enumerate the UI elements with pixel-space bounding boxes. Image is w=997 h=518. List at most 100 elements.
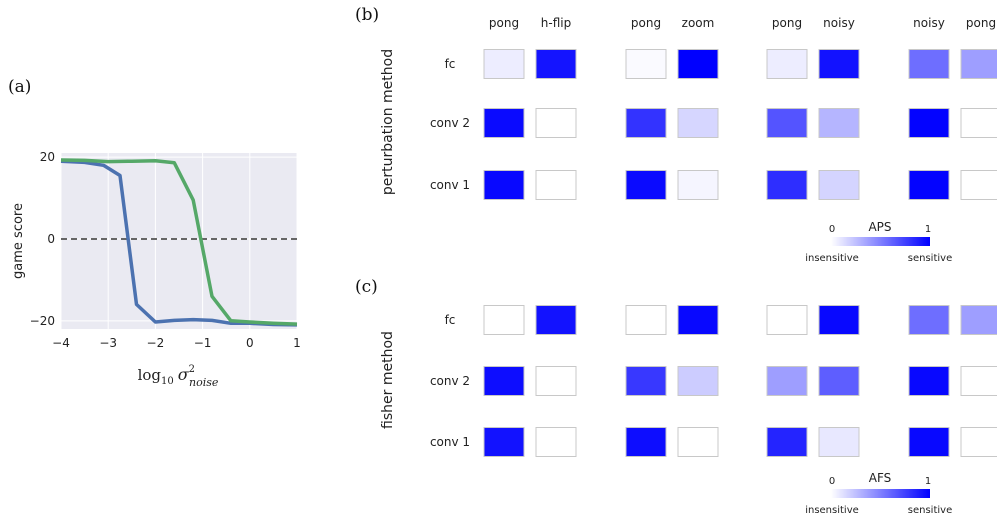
column-label: pong xyxy=(966,16,996,30)
panel-label-b: (b) xyxy=(355,5,379,25)
row-labels: fc conv 2 conv 1 xyxy=(430,313,470,449)
colorbar-min-label: 0 xyxy=(829,476,835,487)
row-label: conv 2 xyxy=(430,116,470,130)
colorbar-sensitive-caption: sensitive xyxy=(908,505,952,516)
colorbar-gradient xyxy=(831,489,930,498)
x-tick-label: −3 xyxy=(99,336,117,350)
row-label: fc xyxy=(445,57,456,71)
heatmap-cell xyxy=(908,108,950,138)
heatmap-cell xyxy=(535,305,577,335)
heatmap-cell xyxy=(483,49,525,79)
heatmap-cell xyxy=(483,427,525,457)
heatmap-cell xyxy=(960,366,997,396)
heatmap-cell xyxy=(677,108,719,138)
row-labels: fc conv 2 conv 1 xyxy=(430,57,470,192)
heatmap-cell xyxy=(625,427,667,457)
x-axis-title: log10 σ2 noise xyxy=(138,364,219,389)
x-tick-label: 0 xyxy=(246,336,254,350)
row-label: fc xyxy=(445,313,456,327)
series-line-2 xyxy=(60,158,298,326)
heatmap-cell xyxy=(818,170,860,200)
colorbar-min-label: 0 xyxy=(829,224,835,235)
heatmap-cell xyxy=(908,427,950,457)
series-lines xyxy=(60,158,298,327)
y-tick-labels: 20 0 −20 xyxy=(30,150,55,328)
heatmap-cell xyxy=(766,170,808,200)
x-tick-label: −1 xyxy=(194,336,212,350)
heatmap-cell xyxy=(483,305,525,335)
line-chart-panel: (a) −4 −3 −2 −1 0 1 200−20 game score log10 σ 2… xyxy=(8,77,301,389)
colorbar-max-label: 1 xyxy=(925,224,931,235)
heatmap-cell xyxy=(960,49,997,79)
heatmap-cell xyxy=(483,170,525,200)
heatmap-cell xyxy=(677,170,719,200)
colorbar-title: AFS xyxy=(869,471,892,485)
plot-area xyxy=(61,153,297,329)
heatmap-cell xyxy=(908,170,950,200)
x-axis-title-log: log xyxy=(138,366,162,384)
heatmap-cell xyxy=(818,49,860,79)
colorbar-insensitive-caption: insensitive xyxy=(805,253,859,264)
heatmap-cell xyxy=(677,49,719,79)
column-label: noisy xyxy=(913,16,945,30)
y-tick-label: −20 xyxy=(30,314,55,328)
aps-colorbar: 0 APS 1 insensitive sensitive xyxy=(805,220,952,264)
heatmap-cell xyxy=(625,170,667,200)
heatmap-cell xyxy=(483,108,525,138)
heatmap-cell xyxy=(908,305,950,335)
x-tick-label: −2 xyxy=(147,336,165,350)
x-axis-title-subscript: noise xyxy=(189,376,219,389)
x-tick-label: −4 xyxy=(52,336,70,350)
heatmap-cell xyxy=(677,305,719,335)
column-label: pong xyxy=(631,16,661,30)
heatmap-cell xyxy=(625,366,667,396)
heatmap-cell xyxy=(535,427,577,457)
y-axis-title: game score xyxy=(11,203,26,279)
perturbation-heatmap-panel: (b) perturbation method pong h-flip pong zo… xyxy=(355,5,997,264)
row-label: conv 2 xyxy=(430,374,470,388)
heatmap-cells xyxy=(483,49,997,200)
heatmap-cell xyxy=(535,108,577,138)
row-label: conv 1 xyxy=(430,178,470,192)
heatmap-cell xyxy=(766,305,808,335)
panel-label-c: (c) xyxy=(355,277,378,297)
heatmap-cell xyxy=(535,49,577,79)
column-label: pong xyxy=(772,16,802,30)
perturbation-method-title: perturbation method xyxy=(380,49,396,195)
heatmap-cell xyxy=(818,305,860,335)
panel-label-a: (a) xyxy=(8,77,31,97)
heatmap-cell xyxy=(960,305,997,335)
heatmap-cell xyxy=(677,366,719,396)
heatmap-cells xyxy=(483,305,997,457)
column-label: noisy xyxy=(823,16,855,30)
colorbar-sensitive-caption: sensitive xyxy=(908,253,952,264)
heatmap-cell xyxy=(677,427,719,457)
x-tick-labels: −4 −3 −2 −1 0 1 xyxy=(52,336,301,350)
heatmap-cell xyxy=(960,427,997,457)
x-axis-title-base: 10 xyxy=(161,376,174,387)
heatmap-cell xyxy=(535,366,577,396)
heatmap-cell xyxy=(625,49,667,79)
heatmap-cell xyxy=(625,108,667,138)
fisher-heatmap-panel: (c) fisher method fc conv 2 conv 1 0 AFS 1… xyxy=(355,277,997,516)
heatmap-cell xyxy=(625,305,667,335)
x-axis-title-sigma: σ xyxy=(178,365,190,384)
heatmap-cell xyxy=(535,170,577,200)
heatmap-cell xyxy=(766,366,808,396)
column-labels: pong h-flip pong zoom pong noisy noisy pong xyxy=(489,16,996,30)
colorbar-max-label: 1 xyxy=(925,476,931,487)
y-tick-label: 20 xyxy=(40,150,55,164)
column-label: zoom xyxy=(682,16,715,30)
column-label: pong xyxy=(489,16,519,30)
row-label: conv 1 xyxy=(430,435,470,449)
heatmap-cell xyxy=(908,49,950,79)
fisher-method-title: fisher method xyxy=(380,331,396,429)
x-tick-label: 1 xyxy=(293,336,301,350)
heatmap-cell xyxy=(818,366,860,396)
heatmap-cell xyxy=(818,108,860,138)
heatmap-cell xyxy=(960,170,997,200)
heatmap-cell xyxy=(818,427,860,457)
heatmap-cell xyxy=(483,366,525,396)
heatmap-cell xyxy=(766,49,808,79)
